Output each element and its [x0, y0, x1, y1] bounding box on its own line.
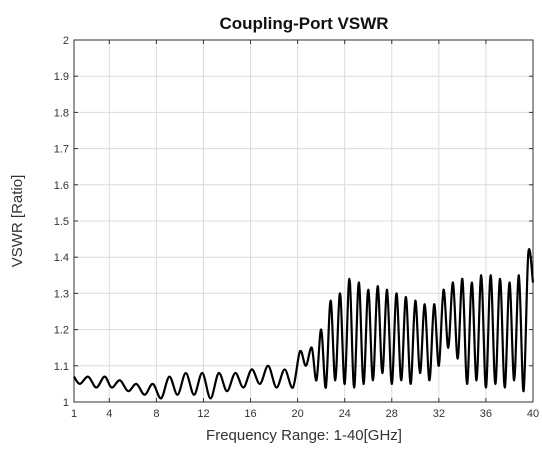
- x-tick-label: 24: [339, 408, 351, 420]
- vswr-series-line: [73, 248, 535, 400]
- y-tick-label: 1.6: [54, 180, 69, 192]
- x-axis-label: Frequency Range: 1-40[GHz]: [206, 427, 402, 444]
- y-tick-label: 1.7: [54, 144, 69, 156]
- x-tick-label: 1: [71, 408, 77, 420]
- y-tick-label: 2: [63, 35, 69, 47]
- y-tick-label: 1: [63, 397, 69, 409]
- x-tick-label: 4: [106, 408, 112, 420]
- y-tick-label: 1.5: [54, 216, 69, 228]
- y-axis-label: VSWR [Ratio]: [9, 175, 26, 268]
- series-layer: [73, 248, 535, 400]
- x-tick-label: 12: [197, 408, 209, 420]
- x-tick-label: 20: [291, 408, 303, 420]
- x-tick-label: 36: [480, 408, 492, 420]
- x-tick-label: 8: [153, 408, 159, 420]
- y-tick-label: 1.9: [54, 71, 69, 83]
- x-tick-label: 32: [433, 408, 445, 420]
- x-tick-label: 16: [244, 408, 256, 420]
- chart-title: Coupling-Port VSWR: [219, 14, 388, 33]
- ticks: 1 4 8 12 16 20 24 28 32 36 40 1 1.1 1.2 1.3 1.4 1.5 1.6 1.…: [54, 35, 539, 420]
- y-tick-label: 1.2: [54, 325, 69, 337]
- y-tick-label: 1.1: [54, 361, 69, 373]
- y-tick-label: 1.8: [54, 107, 69, 119]
- y-tick-label: 1.4: [54, 252, 69, 264]
- y-tick-label: 1.3: [54, 288, 69, 300]
- x-tick-label: 40: [527, 408, 539, 420]
- x-tick-label: 28: [386, 408, 398, 420]
